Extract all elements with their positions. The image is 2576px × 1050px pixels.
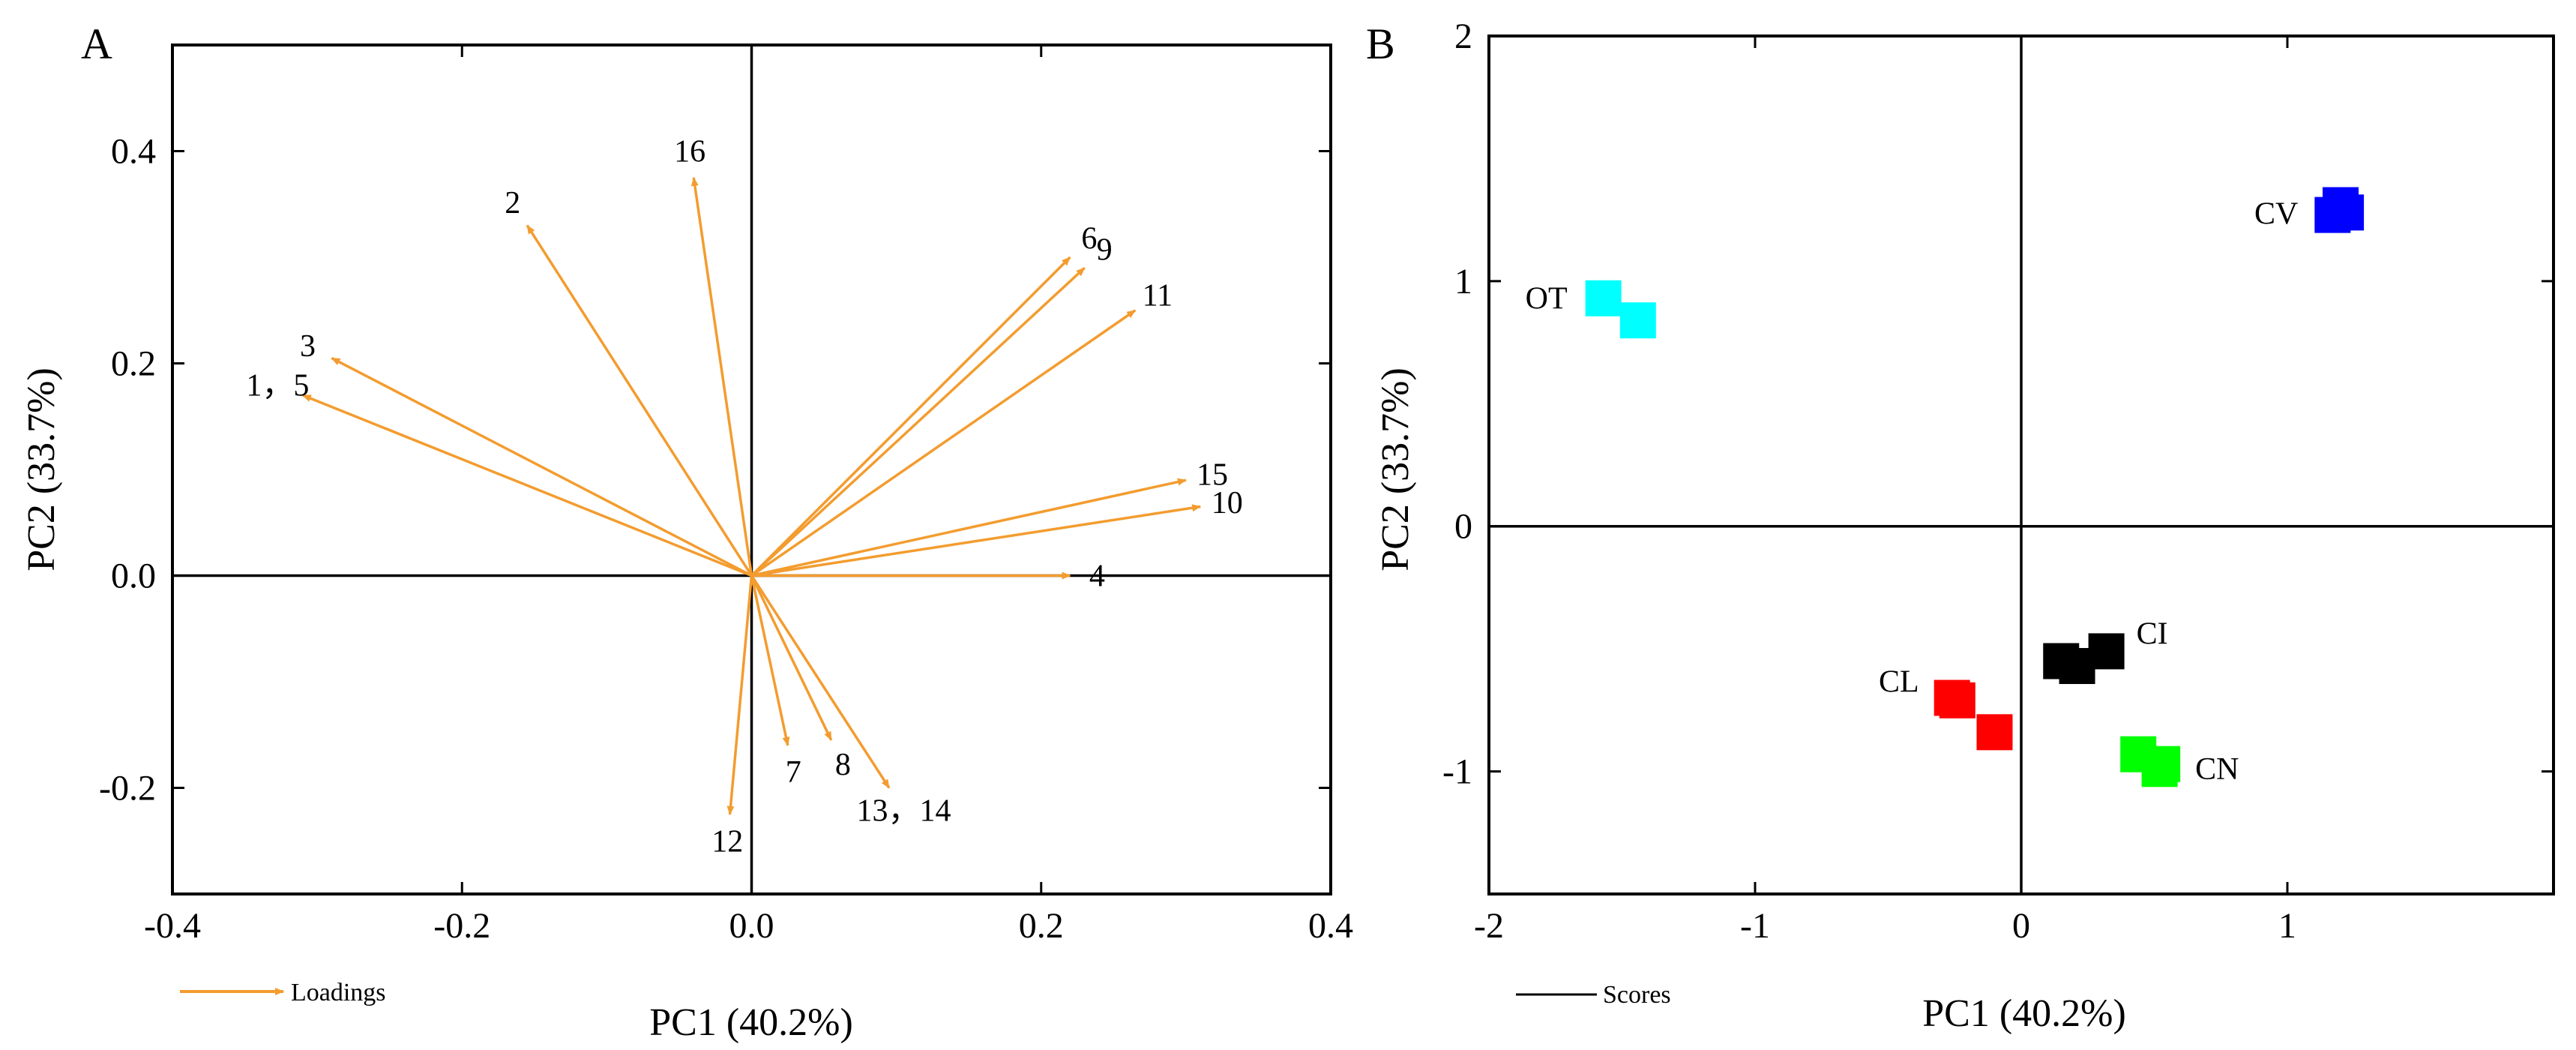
loadings-x-tick-label: -0.4 xyxy=(144,906,201,946)
scores-y-tick-label: 1 xyxy=(1454,262,1472,302)
scores-x-axis-title: PC1 (40.2%) xyxy=(1922,992,2126,1035)
loadings-x-tick-label: 0.4 xyxy=(1308,906,1353,946)
loadings-y-tick-label: -0.2 xyxy=(99,769,156,808)
loading-label: 1，5 xyxy=(246,369,309,404)
loadings-y-tick-label: 0.2 xyxy=(111,344,156,384)
scores-y-tick-label: -1 xyxy=(1442,752,1472,792)
panel-a-label: A xyxy=(81,20,112,68)
score-group-label: CL xyxy=(1879,665,1919,700)
score-group-label: OT xyxy=(1526,282,1568,316)
loading-arrow xyxy=(750,266,1086,577)
loadings-y-tick-label: 0.4 xyxy=(111,132,156,172)
loading-label: 9 xyxy=(1097,233,1113,268)
scores-legend: Scores xyxy=(1516,981,1671,1009)
loading-label: 15 xyxy=(1197,458,1228,492)
loading-arrow xyxy=(750,256,1071,577)
loadings-x-axis-title: PC1 (40.2%) xyxy=(649,1001,853,1044)
loading-label: 7 xyxy=(786,755,801,790)
scores-panel: B -2 -1 0 1 -1 0 1 2 OT CV CI CL CN PC1 (40.2%) PC2… xyxy=(1366,16,2555,1035)
loading-arrow xyxy=(750,574,891,789)
scores-legend-label: Scores xyxy=(1603,981,1671,1009)
loadings-x-tick-label: 0.0 xyxy=(729,906,774,946)
loading-arrow xyxy=(726,575,753,815)
loading-label: 3 xyxy=(300,329,316,364)
scores-x-tick-label: 0 xyxy=(2012,906,2030,946)
loadings-legend-label: Loadings xyxy=(291,979,386,1006)
panel-b-label: B xyxy=(1366,20,1395,68)
loading-label: 12 xyxy=(711,825,743,860)
loading-label: 16 xyxy=(674,134,705,169)
loadings-panel: A -0.4 -0.2 0.0 0.2 0.4 -0.2 0.0 0.2 0.4 1，5 2 3 4 6… xyxy=(20,20,1353,1044)
loading-label: 10 xyxy=(1212,486,1243,520)
loading-arrow xyxy=(301,394,753,578)
score-group-label: CV xyxy=(2254,197,2298,232)
scores-x-tick-label: -1 xyxy=(1740,906,1770,946)
loadings-legend: Loadings xyxy=(180,979,386,1006)
loading-label: 8 xyxy=(835,748,851,782)
loading-arrow xyxy=(751,504,1202,578)
loading-arrow xyxy=(690,176,753,576)
loading-label: 11 xyxy=(1143,278,1173,313)
score-point xyxy=(2088,633,2125,670)
score-point xyxy=(1976,714,2013,751)
score-point xyxy=(1939,682,1975,718)
loadings-y-axis-title: PC2 (33.7%) xyxy=(20,368,63,572)
loading-label: 2 xyxy=(505,186,520,220)
score-point xyxy=(1619,302,1656,339)
score-group-label: CN xyxy=(2195,752,2239,787)
loading-label: 6 xyxy=(1081,222,1097,256)
score-group-label: CI xyxy=(2137,616,2168,651)
loading-arrow xyxy=(526,224,753,577)
loadings-x-tick-label: 0.2 xyxy=(1019,906,1064,946)
scores-y-tick-label: 0 xyxy=(1454,507,1472,547)
scores-x-tick-label: -2 xyxy=(1474,906,1504,946)
score-point xyxy=(2328,194,2365,231)
scores-x-tick-label: 1 xyxy=(2278,906,2296,946)
loading-arrow xyxy=(750,309,1137,577)
scores-y-tick-label: 2 xyxy=(1454,16,1472,56)
loadings-y-tick-label: 0.0 xyxy=(111,556,156,596)
loading-arrow xyxy=(750,575,790,746)
score-point xyxy=(2144,746,2181,782)
loading-label: 13，14 xyxy=(857,794,951,829)
score-point xyxy=(1585,280,1622,316)
loading-label: 4 xyxy=(1089,560,1105,594)
loading-arrow xyxy=(331,356,753,578)
loading-arrow xyxy=(750,574,833,741)
loadings-x-tick-label: -0.2 xyxy=(433,906,490,946)
scores-y-axis-title: PC2 (33.7%) xyxy=(1374,368,1417,572)
loading-arrow xyxy=(751,478,1187,578)
